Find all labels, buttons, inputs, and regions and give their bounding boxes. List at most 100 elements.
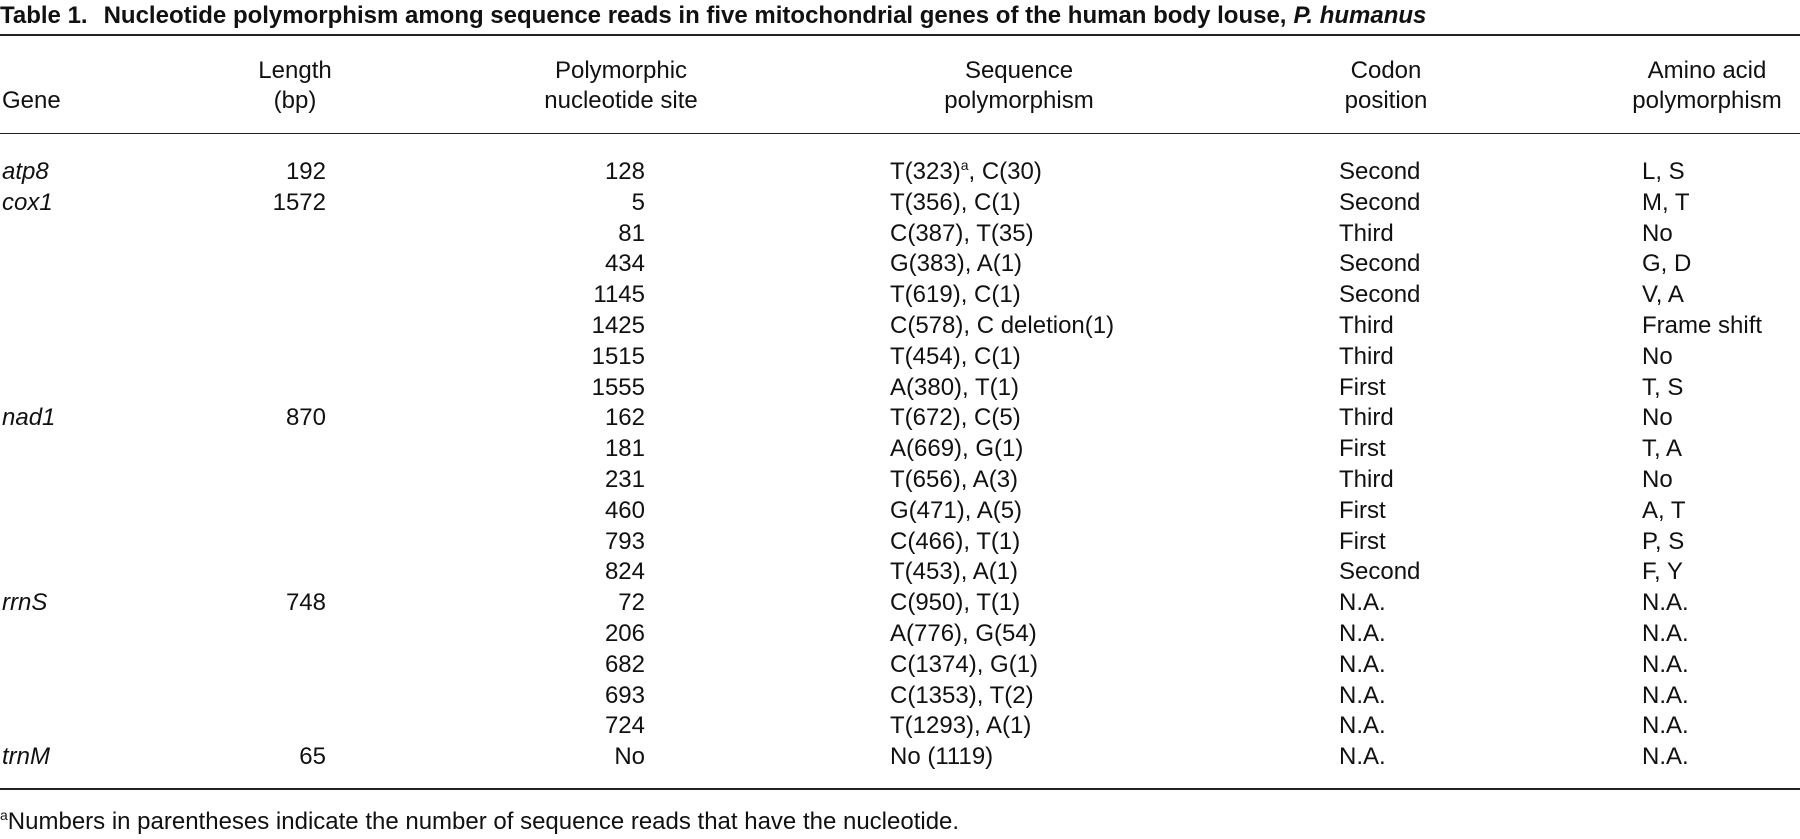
codon-position: Second — [1339, 281, 1421, 309]
bottom-rule — [0, 788, 1800, 790]
amino-acid: N.A. — [1642, 650, 1689, 678]
column-header: Amino acid — [1647, 57, 1767, 84]
sequence: G(471), A(5) — [890, 496, 1023, 524]
site: 206 — [604, 620, 645, 647]
site: 128 — [604, 158, 645, 185]
sequence: T(356), C(1) — [890, 188, 1021, 216]
length: 192 — [285, 158, 326, 185]
amino-acid: L, S — [1642, 158, 1685, 185]
site: 1145 — [593, 281, 645, 309]
gene: trnM — [2, 743, 50, 771]
column-header: Length — [258, 57, 332, 84]
codon-position: Second — [1339, 158, 1421, 185]
codon-position: Second — [1339, 250, 1421, 278]
length: 748 — [285, 589, 326, 617]
amino-acid: No — [1642, 404, 1673, 432]
amino-acid: T, A — [1642, 435, 1683, 463]
amino-acid: No — [1642, 219, 1673, 247]
codon-position: N.A. — [1339, 589, 1386, 617]
sequence: T(656), A(3) — [890, 466, 1019, 493]
header-rule — [0, 133, 1800, 134]
amino-acid: No — [1642, 466, 1673, 493]
amino-acid: N.A. — [1642, 620, 1689, 647]
site: No — [614, 743, 645, 771]
codon-position: Second — [1339, 188, 1421, 216]
codon-position: Third — [1339, 219, 1394, 247]
column-header: position — [1344, 87, 1428, 114]
column-header: Polymorphic — [554, 57, 688, 84]
site: 162 — [604, 404, 645, 432]
column-header: polymorphism — [944, 87, 1094, 114]
gene: cox1 — [2, 188, 53, 216]
column-header: nucleotide site — [544, 87, 698, 114]
sequence: C(578), C deletion(1) — [890, 312, 1115, 339]
sequence: A(380), T(1) — [890, 373, 1019, 401]
column-header: polymorphism — [1632, 87, 1782, 114]
column-header: (bp) — [273, 87, 317, 114]
codon-position: Third — [1339, 466, 1394, 493]
sequence: C(950), T(1) — [890, 589, 1021, 617]
footnote: aNumbers in parentheses indicate the num… — [0, 808, 959, 836]
sequence: T(672), C(5) — [890, 404, 1021, 432]
codon-position: N.A. — [1339, 650, 1386, 678]
site: 824 — [604, 558, 645, 586]
column-header: Gene — [2, 87, 61, 114]
sequence: C(466), T(1) — [890, 527, 1021, 555]
footnote-marker: a — [0, 807, 8, 823]
codon-position: First — [1339, 527, 1386, 555]
amino-acid: G, D — [1642, 250, 1692, 278]
amino-acid: N.A. — [1642, 743, 1689, 771]
length: 870 — [285, 404, 326, 432]
codon-position: N.A. — [1339, 681, 1386, 709]
codon-position: Second — [1339, 558, 1421, 586]
footnote-marker: a — [960, 157, 969, 173]
cell-text: , C(30) — [968, 158, 1042, 185]
amino-acid: F, Y — [1642, 558, 1683, 586]
site: 793 — [604, 527, 645, 555]
amino-acid: N.A. — [1642, 589, 1689, 617]
codon-position: First — [1339, 496, 1386, 524]
site: 181 — [604, 435, 645, 463]
column-header: Codon — [1350, 57, 1422, 84]
length: 65 — [299, 743, 326, 771]
cell-text: T(323) — [890, 158, 961, 185]
sequence: A(776), G(54) — [890, 620, 1037, 647]
title-species: P. humanus — [1293, 2, 1427, 29]
site: 81 — [618, 219, 645, 247]
site: 231 — [604, 466, 645, 493]
sequence: A(669), G(1) — [890, 435, 1024, 463]
site: 1555 — [591, 373, 645, 401]
site: 724 — [604, 712, 645, 740]
length: 1572 — [272, 188, 326, 216]
column-header: Sequence — [964, 57, 1074, 84]
sequence: C(1374), G(1) — [890, 650, 1039, 678]
sequence: G(383), A(1) — [890, 250, 1023, 278]
amino-acid: Frame shift — [1642, 312, 1763, 339]
sequence: T(323)a, C(30) — [890, 158, 1042, 186]
codon-position: Third — [1339, 404, 1394, 432]
codon-position: N.A. — [1339, 712, 1386, 740]
amino-acid: V, A — [1642, 281, 1684, 309]
top-rule — [0, 34, 1800, 36]
site: 72 — [618, 589, 645, 617]
codon-position: Third — [1339, 342, 1394, 370]
table-label: Table 1. — [0, 2, 88, 29]
sequence: No (1119) — [890, 743, 994, 771]
amino-acid: N.A. — [1642, 712, 1689, 740]
sequence: T(453), A(1) — [890, 558, 1019, 586]
gene: atp8 — [2, 158, 49, 185]
codon-position: N.A. — [1339, 743, 1386, 771]
title-text: Nucleotide polymorphism among sequence r… — [103, 2, 1287, 29]
site: 693 — [604, 681, 645, 709]
amino-acid: P, S — [1642, 527, 1685, 555]
site: 1425 — [591, 312, 645, 339]
gene: nad1 — [2, 404, 56, 432]
site: 434 — [604, 250, 645, 278]
amino-acid: T, S — [1642, 373, 1684, 401]
amino-acid: N.A. — [1642, 681, 1689, 709]
sequence: T(454), C(1) — [890, 342, 1021, 370]
site: 460 — [604, 496, 645, 524]
site: 5 — [631, 188, 645, 216]
sequence: T(619), C(1) — [890, 281, 1021, 309]
